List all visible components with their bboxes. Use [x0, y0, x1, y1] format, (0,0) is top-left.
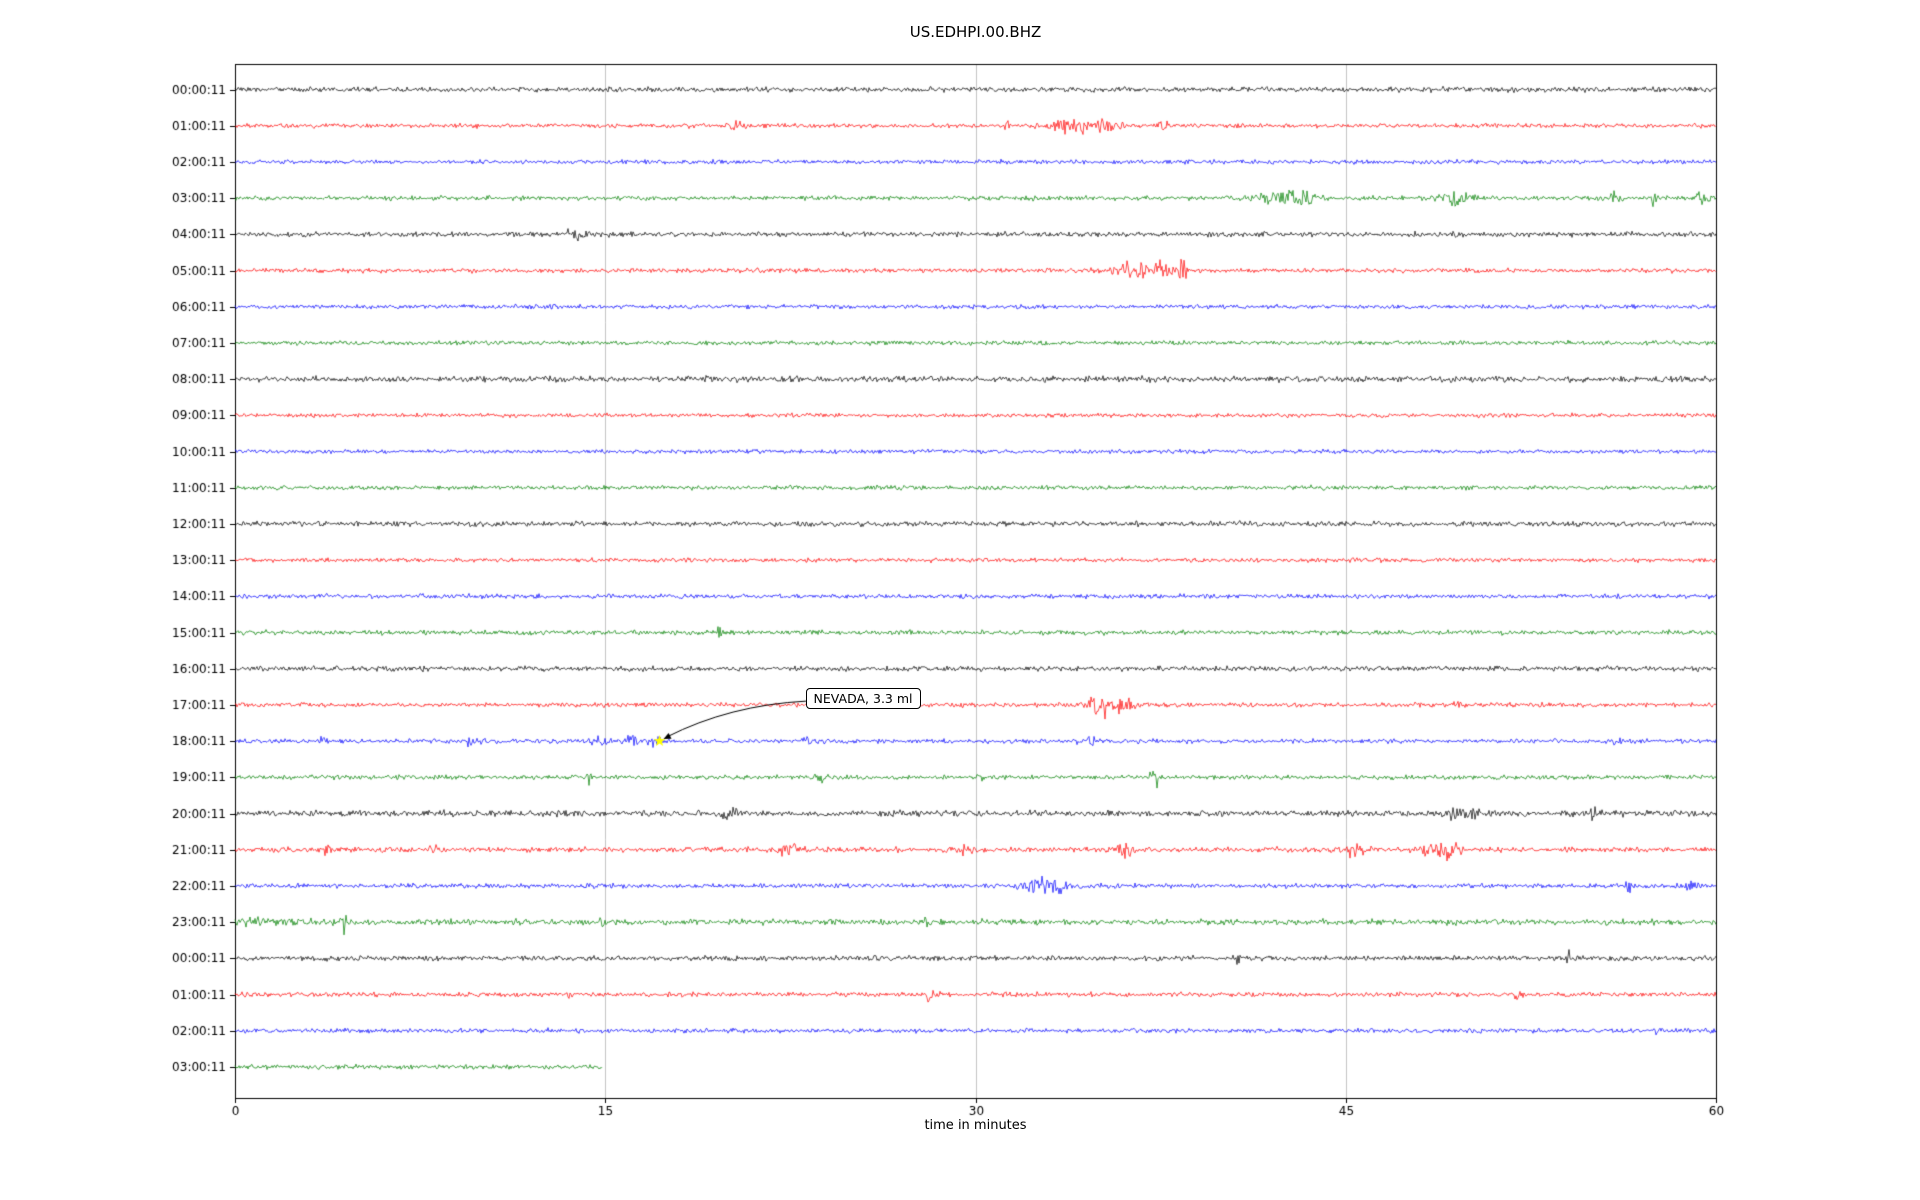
event-annotation: NEVADA, 3.3 ml: [805, 688, 921, 710]
chart-title: US.EDHPI.00.BHZ: [909, 23, 1042, 41]
x-axis-label: time in minutes: [924, 1118, 1027, 1133]
